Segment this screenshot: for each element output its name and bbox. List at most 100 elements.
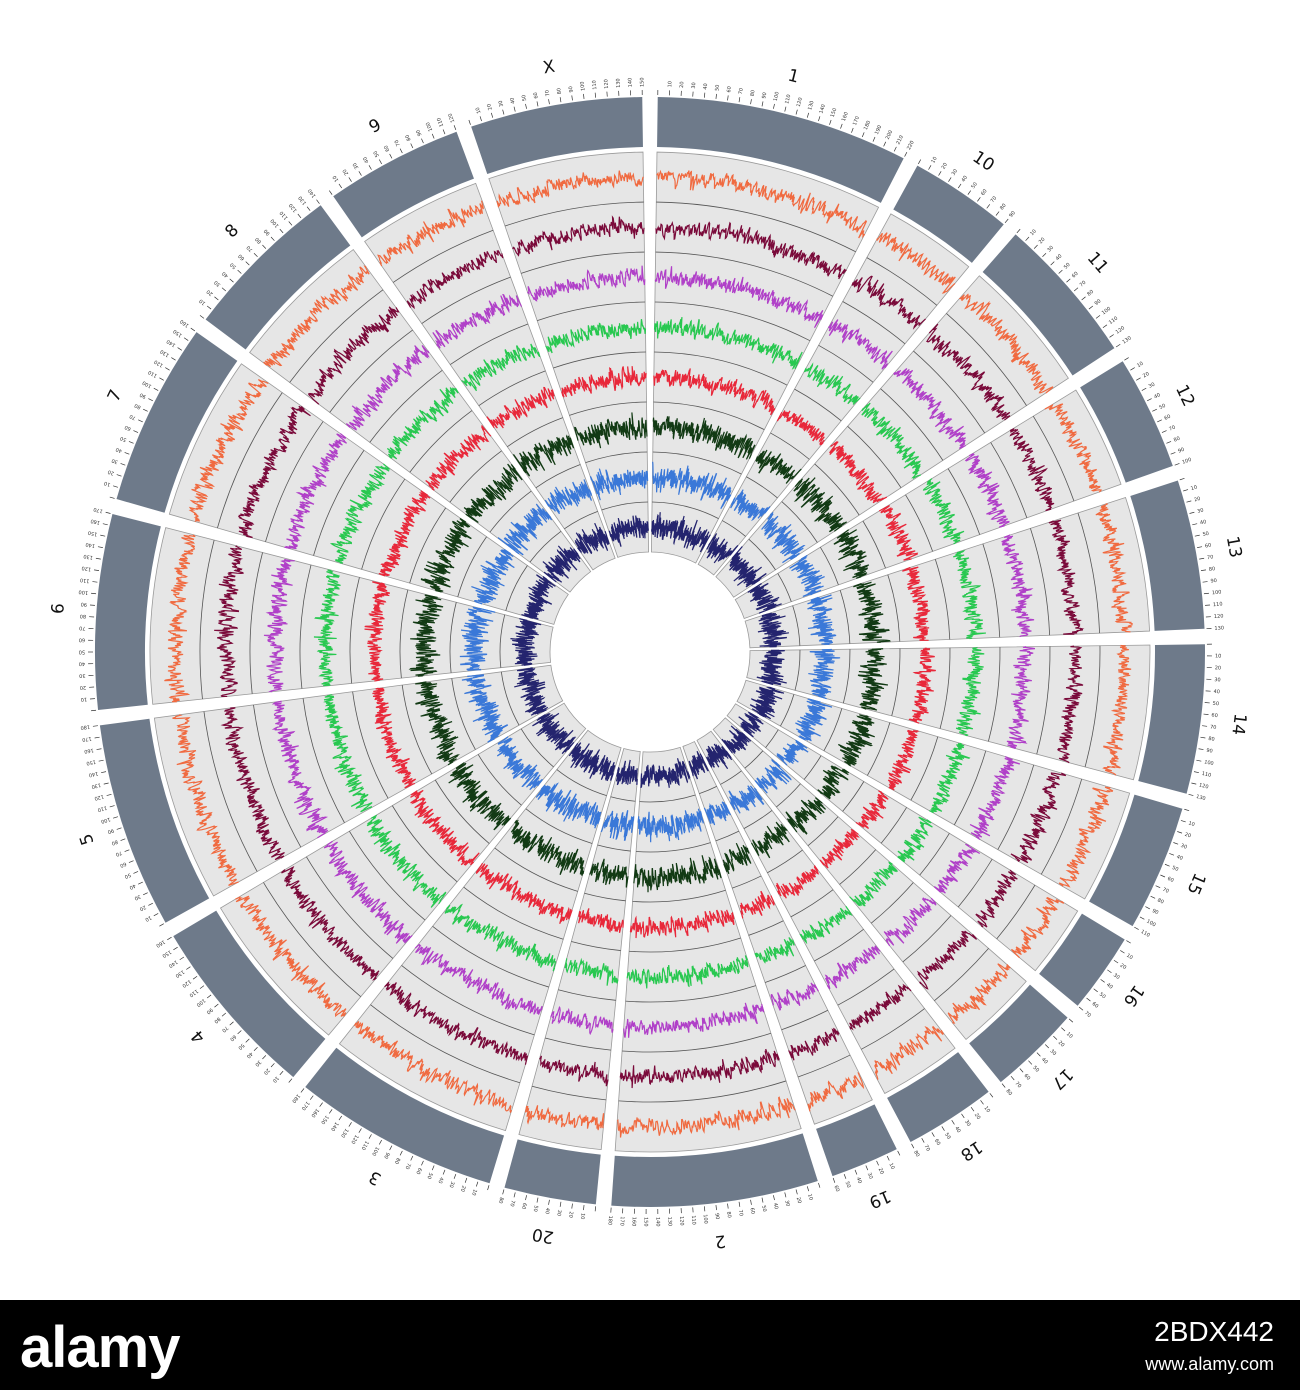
ideogram-block xyxy=(1089,794,1183,927)
scale-tick xyxy=(165,367,170,371)
scale-tick-label: 90 xyxy=(415,129,423,137)
scale-tick-label: 30 xyxy=(498,100,505,108)
scale-tick-label: 50 xyxy=(521,94,528,102)
scale-tick xyxy=(715,1205,717,1211)
data-track-line xyxy=(959,293,1054,394)
scale-tick-label: 170 xyxy=(300,1100,311,1111)
data-track-line xyxy=(364,581,390,682)
scale-tick-label: 80 xyxy=(393,1157,401,1165)
scale-tick xyxy=(1107,969,1112,974)
scale-tick xyxy=(101,771,107,774)
scale-tick xyxy=(893,146,897,152)
track-divider xyxy=(584,892,626,902)
track-divider xyxy=(746,476,778,499)
scale-tick xyxy=(536,1197,539,1203)
scale-tick-label: 70 xyxy=(129,413,137,421)
scale-tick-label: 50 xyxy=(1158,403,1166,411)
track-divider xyxy=(814,928,864,962)
scale-tick-label: 60 xyxy=(1023,1073,1032,1082)
scale-tick xyxy=(124,849,130,852)
scale-tick xyxy=(475,1181,479,1187)
scale-tick-label: 60 xyxy=(1164,414,1172,422)
scale-tick-label: 20 xyxy=(107,468,115,476)
scale-tick xyxy=(1042,252,1047,258)
scale-tick-label: 70 xyxy=(1161,887,1169,895)
track-divider xyxy=(839,590,851,644)
track-divider xyxy=(263,882,362,998)
scale-tick xyxy=(253,1046,258,1052)
data-track-line xyxy=(849,861,898,907)
track-divider xyxy=(1084,645,1101,768)
scale-tick-label: 20 xyxy=(342,168,350,177)
scale-tick xyxy=(738,1201,741,1207)
track-divider xyxy=(432,925,549,988)
scale-tick-label: 90 xyxy=(1206,748,1213,755)
scale-tick xyxy=(199,315,205,319)
scale-tick-label: 10 xyxy=(144,914,152,922)
scale-tick-label: 70 xyxy=(220,1025,229,1034)
data-track-line xyxy=(172,714,239,886)
data-track-line xyxy=(496,736,544,791)
scale-tick-label: 20 xyxy=(1184,832,1192,840)
scale-tick xyxy=(1164,863,1170,867)
chromosome-label: 17 xyxy=(1047,1064,1076,1093)
scale-tick xyxy=(1068,1018,1074,1023)
scale-tick-label: 40 xyxy=(221,270,230,279)
scale-tick-label: 50 xyxy=(714,84,721,91)
data-track-line xyxy=(271,700,329,839)
scale-tick-label: 150 xyxy=(642,1217,648,1227)
scale-tick-label: 60 xyxy=(414,1167,422,1175)
scale-tick-label: 100 xyxy=(370,1145,380,1156)
scale-tick-label: 170 xyxy=(618,1216,624,1226)
data-track-line xyxy=(824,945,881,990)
data-track-line xyxy=(366,814,447,908)
data-track-line xyxy=(761,512,806,564)
track-divider xyxy=(401,965,535,1036)
scale-tick-label: 100 xyxy=(1181,457,1192,466)
data-track-line xyxy=(738,711,764,738)
scale-tick xyxy=(306,206,311,211)
scale-tick-label: 130 xyxy=(807,100,815,111)
scale-tick-label: 80 xyxy=(1156,897,1164,905)
scale-tick-label: 70 xyxy=(738,88,745,95)
track-divider xyxy=(409,410,473,473)
chromosome-6: 10 20 30 40 50 60 70 80 90 100 110 120 130 140 150 160 1… xyxy=(48,506,554,712)
track-divider xyxy=(499,614,506,668)
track-divider xyxy=(764,965,806,983)
data-track-line xyxy=(1001,534,1035,638)
track-divider xyxy=(934,559,951,640)
scale-tick xyxy=(431,133,435,139)
scale-tick-label: 50 xyxy=(373,150,381,158)
scale-tick xyxy=(829,119,832,125)
track-divider xyxy=(842,301,906,345)
chromosome-label: 6 xyxy=(48,602,69,614)
scale-tick-label: 20 xyxy=(1038,237,1047,246)
data-track-line xyxy=(235,895,347,1018)
track-divider xyxy=(654,301,811,342)
scale-tick xyxy=(977,197,981,202)
scale-tick xyxy=(91,592,97,595)
scale-tick xyxy=(883,141,887,147)
scale-tick xyxy=(861,132,865,138)
scale-tick-label: 40 xyxy=(362,155,370,164)
scale-tick xyxy=(1157,419,1162,423)
scale-tick-label: 10 xyxy=(806,1193,814,1201)
track-divider xyxy=(880,807,907,844)
scale-tick xyxy=(442,129,446,135)
data-track-line xyxy=(284,433,347,550)
track-divider xyxy=(369,369,443,443)
scale-tick-label: 120 xyxy=(603,79,610,89)
data-track-line xyxy=(1010,772,1067,864)
data-track-line xyxy=(652,416,756,460)
scale-tick-label: 80 xyxy=(404,134,412,142)
ideogram-block xyxy=(471,97,643,174)
scale-tick-label: 10 xyxy=(1136,361,1145,369)
scale-tick xyxy=(159,923,164,927)
scale-tick xyxy=(989,1093,994,1098)
track-divider xyxy=(391,805,458,883)
scale-tick-label: 90 xyxy=(382,1151,390,1159)
ideogram-block xyxy=(657,97,904,203)
scale-tick-label: 10 xyxy=(667,81,673,88)
data-track-line xyxy=(808,648,841,700)
